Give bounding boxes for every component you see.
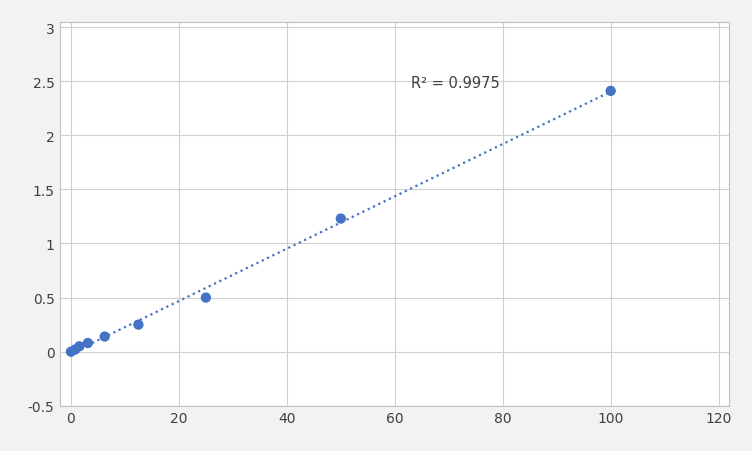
Point xyxy=(82,340,94,347)
Point xyxy=(200,295,212,302)
Point xyxy=(65,348,77,355)
Point xyxy=(335,216,347,223)
Point xyxy=(605,88,617,95)
Text: R² = 0.9975: R² = 0.9975 xyxy=(411,76,500,91)
Point xyxy=(99,333,111,341)
Point xyxy=(74,343,86,350)
Point xyxy=(69,346,81,353)
Point xyxy=(132,321,144,328)
